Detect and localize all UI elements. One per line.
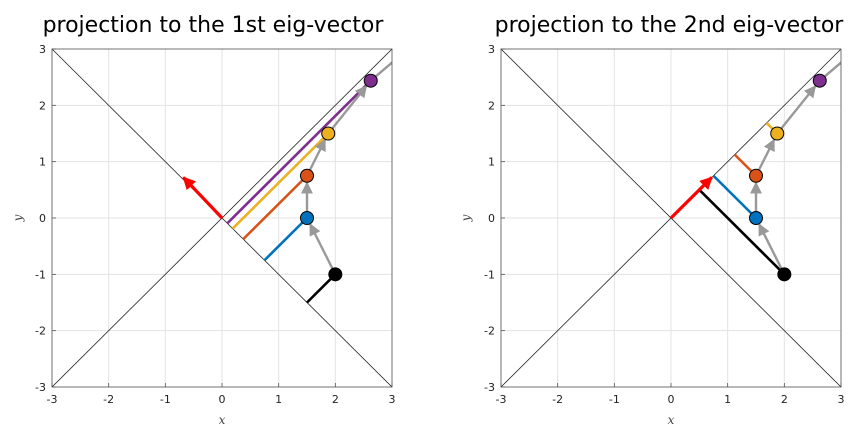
- y-tick-label: -1: [484, 268, 495, 281]
- trajectory-segment: [327, 85, 368, 135]
- trajectory-segment: [369, 61, 392, 82]
- panel-1-title: projection to the 1st eig-vector: [43, 13, 385, 38]
- y-tick-label: 2: [488, 99, 495, 112]
- trajectory-segment: [818, 61, 841, 82]
- point-2: [749, 168, 763, 183]
- point-4: [812, 73, 827, 88]
- x-tick-label: 2: [332, 393, 339, 406]
- x-tick-label: 3: [838, 393, 845, 406]
- eigenvector-arrow: [182, 176, 224, 220]
- point-0: [777, 267, 792, 282]
- panel-2: projection to the 2nd eig-vector -3 -2 -1 0…: [459, 13, 845, 427]
- proj-4: [226, 79, 372, 225]
- x-tick-label: -3: [496, 393, 507, 406]
- point-1: [749, 211, 763, 225]
- proj-2: [242, 174, 308, 241]
- plot-area: [669, 61, 841, 282]
- proj-1: [263, 217, 308, 262]
- y-tick-label: 3: [39, 43, 46, 56]
- trajectory-segment: [776, 85, 817, 135]
- y-tick-label: 3: [488, 43, 495, 56]
- x-tick-label: -1: [609, 393, 620, 406]
- trajectory-segment: [309, 223, 337, 275]
- y-tick-label: 1: [488, 156, 495, 169]
- x-tick-label: -3: [47, 393, 58, 406]
- x-tick-label: 0: [219, 393, 226, 406]
- eigenvector-arrow: [669, 176, 713, 220]
- plot-area: [182, 61, 392, 304]
- x-tick-label: 2: [781, 393, 788, 406]
- panel-1: projection to the 1st eig-vector -3 -2 -1 0…: [11, 13, 396, 427]
- y-tick-label: -2: [35, 325, 46, 338]
- y-tick-label: 2: [39, 99, 46, 112]
- x-tick-label: 1: [275, 393, 282, 406]
- y-tick-label: -2: [484, 325, 495, 338]
- y-tick-label: 1: [39, 156, 46, 169]
- panel-1-plot: [51, 48, 393, 388]
- point-3: [321, 126, 336, 141]
- panel-2-xlabel: x: [668, 413, 675, 427]
- proj-0: [698, 188, 786, 276]
- x-tick-label: -1: [160, 393, 171, 406]
- y-tick-label: -3: [484, 381, 495, 394]
- panel-2-axes-box: [500, 48, 842, 388]
- trajectory-segment: [758, 223, 786, 275]
- proj-3: [231, 132, 330, 230]
- panel-2-plot: [500, 48, 842, 388]
- panel-2-ylabel: y: [459, 214, 473, 222]
- panel-1-xlabel: x: [219, 413, 226, 427]
- x-tick-label: 3: [389, 393, 396, 406]
- x-tick-label: -2: [552, 393, 563, 406]
- point-2: [300, 168, 314, 183]
- x-tick-label: 0: [668, 393, 675, 406]
- panel-2-ticks: -3 -2 -1 0 1 2 3 -3 -2 -1 0 1 2 3: [484, 43, 844, 406]
- point-3: [770, 126, 785, 141]
- x-tick-label: 1: [724, 393, 731, 406]
- proj-1: [712, 174, 757, 219]
- point-1: [300, 211, 314, 225]
- y-tick-label: 0: [39, 212, 46, 225]
- point-4: [363, 73, 378, 88]
- y-tick-label: -1: [35, 268, 46, 281]
- y-tick-label: 0: [488, 212, 495, 225]
- panel-1-ylabel: y: [11, 214, 25, 222]
- y-tick-label: -3: [35, 381, 46, 394]
- point-0: [328, 267, 343, 282]
- x-tick-label: -2: [103, 393, 114, 406]
- panel-2-title: projection to the 2nd eig-vector: [495, 13, 845, 38]
- panel-1-axes-box: [51, 48, 393, 388]
